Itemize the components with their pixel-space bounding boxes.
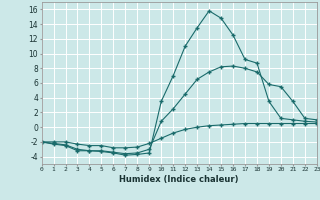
- X-axis label: Humidex (Indice chaleur): Humidex (Indice chaleur): [119, 175, 239, 184]
